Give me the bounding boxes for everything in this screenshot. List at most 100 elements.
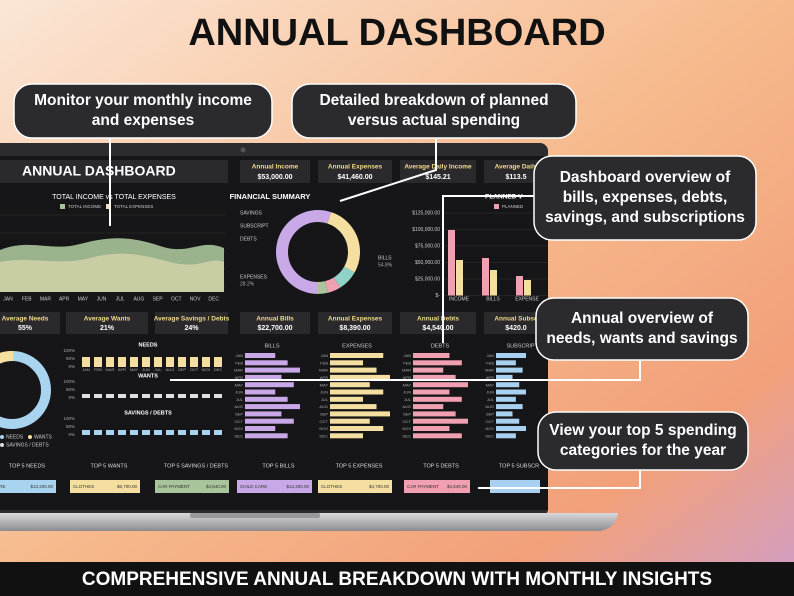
segment-percent: 28.2%	[240, 281, 255, 287]
bar	[330, 382, 370, 388]
segment-label: BILLS	[378, 255, 392, 261]
kpi-value: $4,540.00	[422, 325, 453, 332]
month-label: AUG	[319, 404, 328, 409]
bar	[166, 394, 174, 398]
month-label: JUL	[116, 296, 125, 302]
laptop-notch	[190, 513, 320, 518]
chart-title: FINANCIAL SUMMARY	[230, 192, 311, 201]
bar	[496, 404, 523, 410]
top5-item	[155, 480, 229, 493]
month-label: MAR	[40, 296, 52, 302]
y-tick-label: 0%	[68, 432, 75, 437]
bar	[166, 430, 174, 435]
bar	[245, 396, 288, 402]
month-label: JUN	[320, 390, 328, 395]
legend-label: PLANNED	[502, 204, 524, 209]
kpi-value: $420.0	[505, 325, 527, 332]
month-label: JUL	[487, 397, 495, 402]
top5-item-name: CAR PAYMENT	[158, 484, 190, 489]
area-expenses	[0, 253, 224, 292]
month-label: SEP	[178, 367, 186, 372]
bar	[178, 357, 186, 367]
chart-title: PLANNED V	[485, 194, 523, 201]
bar	[106, 357, 114, 367]
bar	[178, 394, 186, 398]
kpi-box	[400, 160, 476, 183]
connector-line	[170, 360, 641, 381]
chart-title: SUBSCRIPTI	[506, 343, 539, 349]
callout-text: categories for the year	[560, 442, 726, 459]
month-label: FEB	[94, 367, 102, 372]
legend-dot	[28, 435, 32, 439]
donut-segment	[276, 210, 360, 294]
top5-title: TOP 5 EXPENSES	[336, 463, 383, 469]
y-tick-label: 0%	[68, 364, 75, 369]
bar	[130, 430, 138, 435]
top5-title: TOP 5 DEBTS	[423, 463, 459, 469]
kpi-label: Average Daily	[495, 164, 538, 171]
bar	[330, 367, 377, 373]
month-label: JUN	[235, 390, 243, 395]
top5-item-amount: $13,200.00	[286, 484, 309, 489]
kpi-box	[155, 312, 228, 334]
legend-swatch	[106, 204, 111, 209]
kpi-label: Annual Expenses	[328, 316, 383, 323]
bar	[496, 382, 520, 388]
bar	[245, 360, 288, 366]
segment-label: DEBTS	[240, 236, 257, 242]
month-label: SEP	[235, 411, 243, 416]
legend-label: TOTAL EXPENSES	[114, 204, 153, 209]
top5-item-name: CLOTHES	[73, 484, 94, 489]
bar	[330, 360, 363, 366]
y-tick-label: 50%	[66, 356, 75, 361]
bar	[330, 396, 363, 402]
month-label: AUG	[133, 296, 144, 302]
bar	[245, 374, 282, 380]
callout-text: bills, expenses, debts,	[563, 189, 728, 206]
y-tick-label: $25,000.00	[415, 276, 440, 282]
top5-item	[404, 480, 470, 493]
legend-swatch	[60, 204, 65, 209]
month-label: MAY	[78, 296, 89, 302]
bar	[330, 404, 377, 410]
segment-label: SAVINGS	[240, 210, 263, 216]
bar	[94, 394, 102, 398]
callout-text: Detailed breakdown of planned	[319, 92, 548, 109]
dashboard-title: ANNUAL DASHBOARD	[22, 163, 176, 179]
bar	[413, 418, 468, 424]
chart-title: TOTAL INCOME vs TOTAL EXPENSES	[52, 194, 176, 201]
bar	[190, 357, 198, 367]
bar	[142, 357, 150, 367]
month-label: AUG	[234, 404, 243, 409]
kpi-label: Average Daily Income	[404, 164, 472, 171]
month-label: MAY	[235, 382, 244, 387]
month-label: FEB	[486, 360, 494, 365]
kpi-value: $22,700.00	[257, 325, 292, 332]
top5-item	[70, 480, 140, 493]
month-label: AUG	[166, 367, 175, 372]
chart-title: SAVINGS / DEBTS	[124, 410, 172, 416]
month-label: NOV	[319, 426, 328, 431]
kpi-box	[0, 312, 60, 334]
month-label: APR	[403, 375, 411, 380]
top5-title: TOP 5 SUBSCR	[499, 463, 539, 469]
bar	[496, 367, 523, 373]
callout-text: savings, and subscriptions	[545, 209, 745, 226]
month-label: APR	[59, 296, 70, 302]
bar	[202, 357, 210, 367]
month-label: JAN	[3, 296, 13, 302]
top5-title: TOP 5 WANTS	[91, 463, 128, 469]
month-label: JUN	[486, 390, 494, 395]
legend-label: NEEDS	[6, 434, 24, 440]
legend-label: SAVINGS / DEBTS	[6, 442, 49, 448]
y-tick-label: $100,000.00	[412, 227, 440, 233]
month-label: APR	[118, 367, 126, 372]
month-label: JUN	[142, 367, 150, 372]
bar	[413, 404, 444, 410]
kpi-label: Average Wants	[84, 316, 131, 323]
page-title: ANNUAL DASHBOARD	[188, 12, 605, 54]
bar	[245, 389, 276, 395]
top5-item-amount: $13,200.00	[30, 484, 53, 489]
callout-box	[535, 297, 749, 361]
category-label: INCOME	[449, 296, 470, 302]
